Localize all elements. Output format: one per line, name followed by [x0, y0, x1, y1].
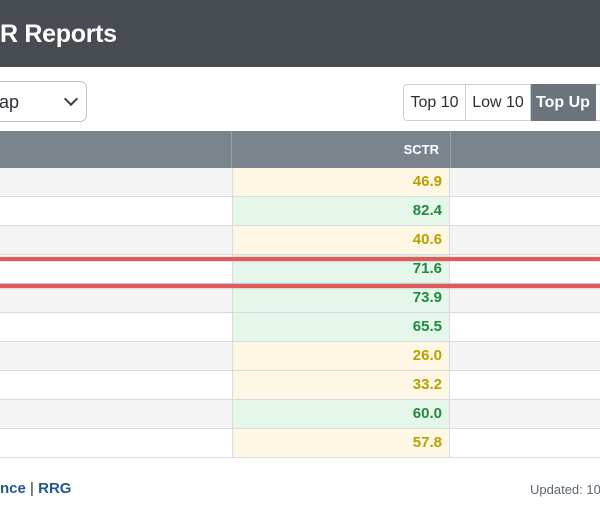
sctr-table: SCTR 46.9 82.4 40.6 71.6 73.9 65.5 26.0 33.2 60.… [0, 131, 600, 458]
sctr-value: 57.8 [232, 429, 450, 457]
table-body: 46.9 82.4 40.6 71.6 73.9 65.5 26.0 33.2 60.0 57.8 [0, 168, 600, 458]
sctr-value: 60.0 [232, 400, 450, 428]
footer-separator: | [30, 480, 34, 497]
next-button-edge[interactable] [596, 84, 600, 121]
table-row[interactable]: 82.4 [0, 197, 600, 226]
table-header: SCTR [0, 131, 600, 168]
market-cap-select[interactable]: ap [0, 81, 87, 122]
table-row[interactable]: 57.8 [0, 429, 600, 458]
updated-timestamp: Updated: 10/ [530, 482, 600, 497]
footer-links: nce | RRG [0, 480, 71, 497]
column-header-sctr[interactable]: SCTR [403, 142, 439, 157]
low-10-button[interactable]: Low 10 [466, 84, 531, 121]
table-row[interactable]: 60.0 [0, 400, 600, 429]
top-up-button[interactable]: Top Up [531, 84, 596, 121]
select-value: ap [0, 92, 20, 112]
footer-link-performance[interactable]: nce [0, 480, 26, 497]
table-row[interactable]: 26.0 [0, 342, 600, 371]
top-10-button[interactable]: Top 10 [403, 84, 466, 121]
page-header: R Reports [0, 0, 600, 67]
sctr-value: 73.9 [232, 284, 450, 312]
footer-link-rrg[interactable]: RRG [38, 480, 72, 497]
table-row[interactable]: 40.6 [0, 226, 600, 255]
column-divider [450, 131, 451, 168]
sctr-value: 33.2 [232, 371, 450, 399]
table-row[interactable]: 33.2 [0, 371, 600, 400]
highlight-line-top [0, 257, 600, 261]
chevron-down-icon [63, 91, 79, 107]
ranking-button-group: Top 10 Low 10 Top Up [403, 84, 600, 121]
table-row[interactable]: 65.5 [0, 313, 600, 342]
column-divider [231, 131, 232, 168]
sctr-value: 82.4 [232, 197, 450, 225]
sctr-value: 26.0 [232, 342, 450, 370]
page-title: R Reports [0, 20, 117, 48]
highlight-line-bottom [0, 284, 600, 288]
sctr-value: 46.9 [232, 168, 450, 196]
table-row[interactable]: 73.9 [0, 284, 600, 313]
sctr-value: 40.6 [232, 226, 450, 254]
sctr-value: 65.5 [232, 313, 450, 341]
table-row[interactable]: 46.9 [0, 168, 600, 197]
